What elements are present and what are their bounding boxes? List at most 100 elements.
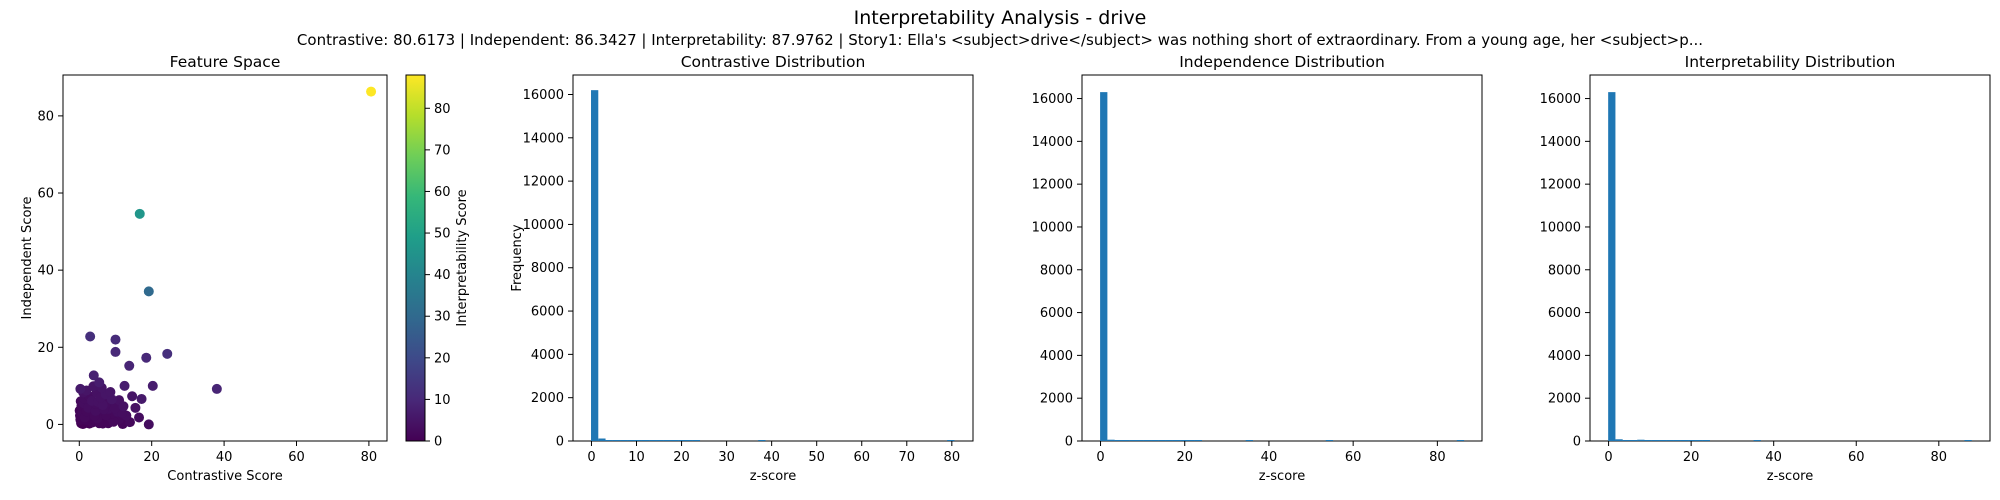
- colorbar-tick-label: 40: [434, 268, 451, 283]
- interpretability-histogram-bar: [1651, 440, 1660, 441]
- independence-axes-frame: [1081, 74, 1483, 442]
- scatter-point: [110, 334, 121, 345]
- scatter-x-tick-label: 20: [143, 450, 160, 465]
- scatter-axes-frame: [62, 74, 388, 442]
- interpretability-xlabel: z-score: [1767, 469, 1813, 484]
- scatter-title: Feature Space: [170, 53, 281, 71]
- interpretability-y-tick-label: 4000: [1548, 349, 1581, 364]
- independence-y-tick-label: 4000: [1040, 349, 1073, 364]
- contrastive-histogram-bar: [685, 440, 693, 441]
- scatter-x-tick-label: 80: [361, 450, 378, 465]
- colorbar-tick-label: 0: [434, 435, 442, 450]
- scatter-point: [110, 346, 121, 357]
- colorbar: 0 10 20 30 40 50 60 70 80 Interpretability Score: [405, 74, 470, 450]
- independence-histogram-bar: [1107, 439, 1115, 441]
- contrastive-histogram-bar: [758, 440, 766, 441]
- colorbar-tick-label: 20: [434, 351, 451, 366]
- interpretability-histogram-bar: [1688, 440, 1696, 441]
- interpretability-x-tick-label: 0: [1604, 450, 1612, 465]
- colorbar-tick-label: 50: [434, 227, 451, 242]
- independence-y-tick-label: 0: [1065, 435, 1073, 450]
- figure-title: Interpretability Analysis - drive: [854, 7, 1147, 29]
- scatter-point: [136, 393, 147, 404]
- contrastive-histogram-bar: [678, 440, 686, 441]
- contrastive-title: Contrastive Distribution: [681, 53, 866, 71]
- contrastive-histogram-bar: [598, 438, 606, 441]
- contrastive-histogram-bar: [605, 440, 613, 441]
- contrastive-y-tick-label: 8000: [531, 261, 564, 276]
- contrastive-y-tick-label: 2000: [531, 391, 564, 406]
- contrastive-x-tick-label: 50: [808, 450, 825, 465]
- contrastive-x-tick-label: 20: [673, 450, 690, 465]
- interpretability-axes-frame: [1589, 74, 1991, 442]
- interpretability-histogram-bar: [1673, 440, 1681, 441]
- contrastive-histogram-bar: [620, 440, 628, 441]
- scatter-y-tick-label: 80: [37, 109, 54, 124]
- interpretability-histogram-bar: [1608, 92, 1616, 442]
- contrastive-y-tick-label: 0: [556, 435, 564, 450]
- independence-histogram-bar: [1456, 440, 1465, 441]
- interpretability-histogram-bar: [1702, 440, 1710, 441]
- independence-histogram-bar: [1114, 440, 1122, 441]
- independence-histogram-bar: [1129, 440, 1137, 441]
- independence-histogram-bar: [1172, 440, 1181, 441]
- interpretability-x-tick-label: 80: [1931, 450, 1948, 465]
- interpretability-histogram-bar: [1659, 440, 1667, 441]
- scatter-point: [75, 383, 86, 394]
- scatter-point: [127, 391, 138, 402]
- contrastive-histogram-bar: [656, 440, 664, 441]
- independence-y-tick-label: 14000: [1032, 135, 1073, 150]
- contrastive-ylabel: Frequency: [510, 224, 525, 291]
- independence-x-tick-label: 40: [1261, 450, 1278, 465]
- scatter-x-tick-label: 0: [75, 450, 83, 465]
- independence-histogram-bar: [1325, 440, 1334, 441]
- colorbar-tick-label: 60: [434, 185, 451, 200]
- interpretability-histogram-bar: [1615, 439, 1623, 441]
- colorbar-tick-label: 10: [434, 393, 451, 408]
- scatter-point: [94, 377, 105, 388]
- interpretability-y-tick-label: 2000: [1548, 392, 1581, 407]
- independence-histogram-bar: [1187, 440, 1195, 441]
- contrastive-xlabel: z-score: [750, 469, 796, 484]
- independence-title: Independence Distribution: [1179, 53, 1385, 71]
- independence-y-tick-label: 10000: [1032, 220, 1073, 235]
- scatter-point: [143, 419, 154, 430]
- independence-y-tick-label: 12000: [1032, 178, 1073, 193]
- interpretability-x-tick-label: 40: [1765, 450, 1782, 465]
- scatter-point: [147, 380, 158, 391]
- colorbar-gradient: [405, 74, 426, 442]
- contrastive-histogram-bar: [591, 90, 599, 441]
- independence-histogram-bar: [1143, 440, 1152, 441]
- contrastive-histogram-bar: [627, 440, 635, 441]
- independence-x-tick-label: 20: [1176, 450, 1193, 465]
- contrastive-x-tick-label: 60: [853, 450, 870, 465]
- contrastive-axes-frame: [572, 74, 974, 442]
- contrastive-histogram-bar: [634, 440, 642, 441]
- independence-y-tick-label: 16000: [1032, 92, 1073, 107]
- independence-distribution-panel: 0 20 40 60 80 0 2000 4000 6000 8000 10000 12000 1400…: [1032, 53, 1483, 484]
- contrastive-histogram-bar: [612, 440, 621, 441]
- scatter-point: [105, 387, 116, 398]
- contrastive-y-tick-label: 16000: [523, 88, 564, 103]
- contrastive-y-tick-label: 6000: [531, 305, 564, 320]
- interpretability-histogram-bar: [1629, 440, 1638, 441]
- interpretability-histogram-bar: [1695, 440, 1703, 441]
- contrastive-x-tick-label: 40: [763, 450, 780, 465]
- independence-histogram-bar: [1194, 440, 1203, 441]
- scatter-y-tick-label: 60: [37, 187, 54, 202]
- colorbar-label: Interpretability Score: [455, 189, 470, 326]
- scatter-point: [211, 383, 222, 394]
- feature-space-panel: 0 20 40 60 80 0 20 40 60 80 Feature Space Contrasti…: [20, 53, 388, 484]
- interpretability-histogram-bar: [1666, 440, 1674, 441]
- interpretability-histogram-bar: [1644, 440, 1652, 441]
- colorbar-tick-label: 70: [434, 143, 451, 158]
- colorbar-tick-label: 80: [434, 102, 451, 117]
- scatter-point: [134, 412, 145, 423]
- contrastive-histogram-bar: [649, 440, 657, 441]
- interpretability-y-tick-label: 6000: [1548, 306, 1581, 321]
- interpretability-histogram-bar: [1622, 440, 1630, 441]
- scatter-y-tick-label: 40: [37, 264, 54, 279]
- scatter-point: [118, 401, 129, 412]
- scatter-point: [109, 403, 120, 414]
- independence-histogram-bar: [1158, 440, 1166, 441]
